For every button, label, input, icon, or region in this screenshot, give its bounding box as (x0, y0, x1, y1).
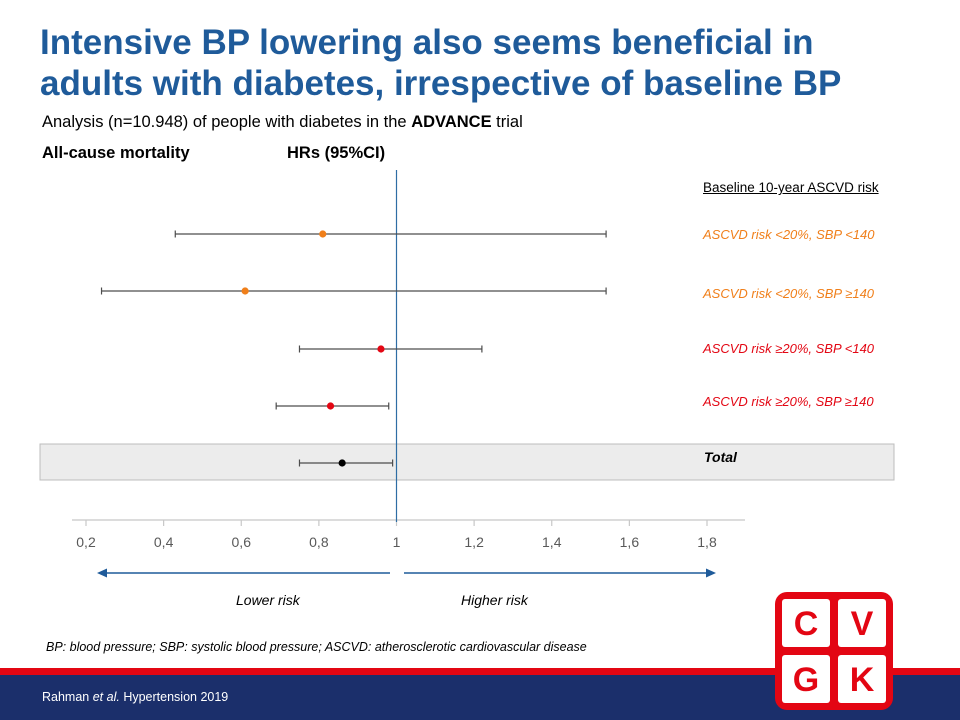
footer-accent-line (0, 668, 960, 675)
hr-point (326, 402, 335, 410)
x-tick-label: 1,4 (542, 534, 562, 550)
subgroup-row (275, 402, 390, 410)
total-label: Total (704, 449, 737, 465)
x-tick-label: 0,2 (76, 534, 96, 550)
logo-letter: K (850, 661, 875, 699)
hr-point (377, 345, 385, 353)
higher-risk-label: Higher risk (461, 592, 528, 608)
lower-risk-arrowhead (97, 568, 107, 578)
subgroup-row (174, 230, 607, 238)
legend-header: Baseline 10-year ASCVD risk (703, 180, 879, 195)
cvgk-logo: C V G K (775, 592, 893, 710)
citation-author: Rahman (42, 690, 93, 704)
logo-letter: C (794, 605, 819, 643)
hr-column-header: HRs (95%CI) (287, 144, 386, 162)
subtitle-trial-name: ADVANCE (411, 113, 492, 131)
subgroup-label: ASCVD risk <20%, SBP <140 (703, 227, 875, 242)
total-row (298, 459, 394, 467)
x-tick-label: 1,2 (464, 534, 484, 550)
slide-title: Intensive BP lowering also seems benefic… (40, 23, 842, 103)
x-tick-label: 0,4 (154, 534, 174, 550)
analysis-subtitle: Analysis (n=10.948) of people with diabe… (42, 113, 523, 132)
subgroup-label: ASCVD risk <20%, SBP ≥140 (703, 286, 875, 301)
x-tick-label: 1,6 (620, 534, 640, 550)
outcome-label: All-cause mortality (42, 144, 190, 162)
hr-point (338, 459, 346, 467)
hr-point (241, 287, 249, 295)
hr-point (319, 230, 327, 238)
subgroup-row (100, 287, 607, 295)
logo-letter: V (851, 605, 874, 643)
x-tick-label: 1 (393, 534, 401, 550)
subgroup-label: ASCVD risk ≥20%, SBP ≥140 (703, 394, 874, 409)
citation: Rahman et al. Hypertension 2019 (42, 690, 228, 704)
x-tick-label: 0,8 (309, 534, 329, 550)
lower-risk-label: Lower risk (236, 592, 300, 608)
subtitle-suffix: trial (491, 113, 523, 131)
forest-plot: 0,2 0,4 0,6 0,8 1 1,2 1,4 1,6 1,8 (39, 170, 895, 578)
x-tick-label: 1,8 (697, 534, 717, 550)
subtitle-text: Analysis (n=10.948) of people with diabe… (42, 113, 412, 131)
citation-etal: et al. (92, 690, 120, 704)
subgroup-row (298, 345, 483, 353)
total-row-band (39, 443, 895, 481)
subgroup-label: ASCVD risk ≥20%, SBP <140 (703, 341, 875, 356)
x-tick-label: 0,6 (232, 534, 252, 550)
citation-journal: Hypertension 2019 (119, 690, 229, 704)
footnote: BP: blood pressure; SBP: systolic blood … (46, 640, 587, 654)
logo-letter: G (793, 661, 819, 699)
higher-risk-arrowhead (706, 568, 716, 578)
